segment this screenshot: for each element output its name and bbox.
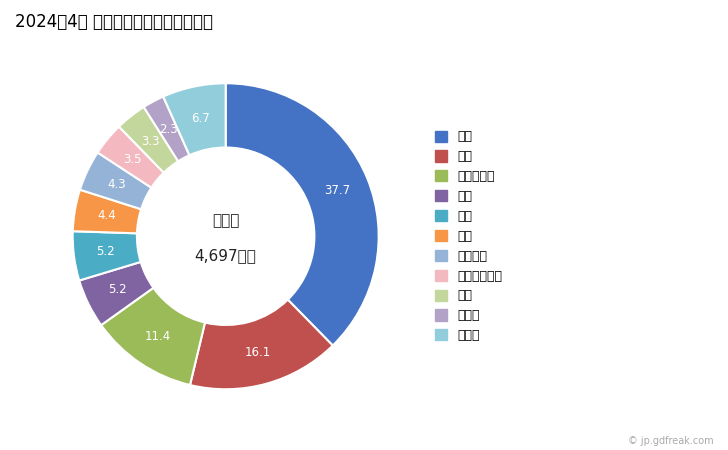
Wedge shape	[163, 83, 226, 155]
Text: 総　額: 総 額	[212, 213, 240, 229]
Wedge shape	[226, 83, 379, 346]
Text: 5.2: 5.2	[108, 283, 127, 296]
Text: 2024年4月 輸出相手国のシェア（％）: 2024年4月 輸出相手国のシェア（％）	[15, 14, 213, 32]
Wedge shape	[101, 288, 205, 385]
Wedge shape	[80, 153, 151, 209]
Text: 6.7: 6.7	[191, 112, 210, 125]
Text: © jp.gdfreak.com: © jp.gdfreak.com	[628, 436, 713, 446]
Legend: 米国, 中国, フィリピン, 韓国, 台湾, タイ, ブラジル, アルゼンチン, 香港, インド, その他: 米国, 中国, フィリピン, 韓国, 台湾, タイ, ブラジル, アルゼンチン,…	[431, 126, 506, 346]
Text: 37.7: 37.7	[325, 184, 351, 197]
Text: 16.1: 16.1	[245, 346, 271, 359]
Text: 4,697万円: 4,697万円	[195, 249, 256, 264]
Wedge shape	[73, 231, 141, 280]
Wedge shape	[79, 262, 154, 325]
Text: 4.4: 4.4	[98, 209, 116, 222]
Wedge shape	[73, 190, 141, 234]
Wedge shape	[98, 126, 164, 188]
Wedge shape	[119, 107, 178, 173]
Text: 4.3: 4.3	[107, 178, 126, 191]
Text: 5.2: 5.2	[97, 245, 115, 258]
Text: 3.5: 3.5	[123, 153, 142, 166]
Text: 11.4: 11.4	[145, 330, 171, 343]
Text: 2.3: 2.3	[159, 123, 178, 136]
Wedge shape	[190, 300, 333, 389]
Text: 3.3: 3.3	[141, 135, 160, 148]
Wedge shape	[143, 97, 189, 161]
